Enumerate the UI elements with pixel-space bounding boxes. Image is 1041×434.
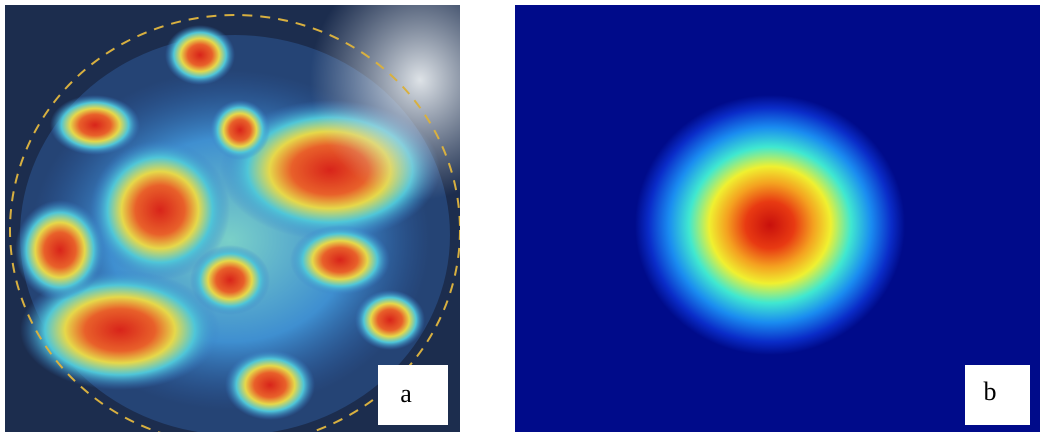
label-box: [965, 365, 1030, 425]
panel-b-image: [515, 5, 1040, 432]
panel-label: a: [400, 379, 412, 408]
label-box: [378, 365, 448, 425]
panel-a-image: [5, 0, 530, 434]
panel-label: b: [984, 377, 997, 406]
figure: a b: [0, 0, 1041, 434]
